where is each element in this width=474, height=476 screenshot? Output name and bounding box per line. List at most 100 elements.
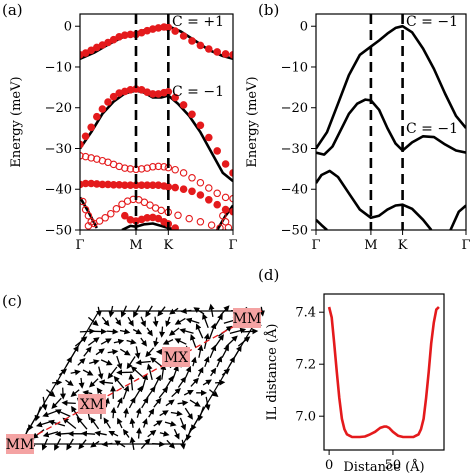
field-arrow	[61, 399, 76, 406]
band-point	[137, 181, 146, 189]
band-point	[107, 209, 115, 218]
field-arrow	[191, 356, 197, 367]
plot-area	[316, 24, 466, 230]
site-label-mm: MM	[6, 437, 35, 453]
field-arrow	[34, 406, 42, 422]
field-arrow	[98, 379, 114, 386]
field-arrow	[90, 440, 100, 448]
field-arrow	[150, 357, 163, 367]
band-point	[213, 147, 221, 155]
band-point	[185, 214, 193, 223]
field-arrow	[165, 375, 174, 389]
field-arrow	[54, 430, 72, 437]
field-arrow	[70, 389, 80, 397]
field-arrow	[114, 440, 126, 448]
field-arrow	[76, 416, 88, 430]
field-arrow	[95, 348, 105, 356]
band-point	[126, 30, 135, 39]
field-arrow	[96, 306, 102, 317]
field-arrow	[162, 339, 174, 345]
field-arrow	[116, 397, 123, 408]
field-arrow	[42, 410, 59, 418]
y-tick-label: −50	[45, 224, 72, 239]
y-tick-label: −40	[45, 183, 72, 198]
field-arrow	[177, 400, 189, 407]
field-arrow	[195, 323, 204, 339]
y-axis-label: IL distance (Å)	[264, 323, 280, 420]
field-arrow	[197, 406, 205, 422]
field-arrow	[78, 377, 85, 389]
field-arrow	[185, 427, 192, 441]
field-arrow	[203, 356, 210, 368]
field-arrow	[80, 430, 96, 437]
field-arrow	[242, 328, 259, 335]
band-point	[121, 181, 129, 189]
field-arrow	[54, 438, 62, 451]
panel-label: (d)	[258, 266, 279, 284]
field-arrow	[213, 334, 224, 349]
y-tick-label: −40	[281, 183, 308, 198]
band-line-1	[316, 98, 466, 156]
field-arrow	[100, 359, 113, 366]
band-point	[104, 38, 112, 47]
field-arrow	[133, 305, 141, 318]
y-tick-label: −50	[281, 224, 308, 239]
band-point	[115, 181, 123, 189]
band-point	[104, 98, 112, 106]
field-arrow	[41, 438, 48, 451]
field-arrow	[179, 417, 187, 431]
y-tick-label: −30	[281, 142, 308, 157]
field-arrow	[185, 365, 192, 378]
band-point	[188, 37, 196, 45]
field-arrow	[185, 317, 200, 324]
field-arrow	[122, 385, 130, 400]
band-point	[196, 178, 205, 187]
chern-annotation: C = −1	[406, 121, 458, 137]
field-arrow	[189, 399, 201, 407]
band-point	[213, 189, 221, 198]
field-arrow	[180, 439, 186, 450]
band-point	[196, 41, 205, 50]
band-point	[109, 92, 118, 101]
field-arrow	[219, 305, 230, 317]
field-arrow	[152, 316, 159, 328]
path-line	[19, 310, 263, 445]
panel-c-vector-field: MM XM MX MM (c)	[2, 292, 265, 454]
field-arrow	[208, 322, 217, 340]
field-arrow	[152, 374, 161, 390]
field-arrow	[141, 373, 149, 391]
x-tick-label: Γ	[461, 238, 470, 253]
band-point	[207, 221, 216, 229]
field-arrow	[79, 328, 96, 335]
y-tick-label: −10	[45, 60, 72, 75]
field-arrow	[129, 417, 136, 428]
band-point	[213, 48, 221, 56]
y-tick-label: 7.0	[295, 410, 316, 425]
field-arrow	[180, 308, 192, 314]
band-point	[81, 49, 90, 57]
band-point	[229, 51, 233, 59]
band-point	[179, 101, 188, 109]
site-label-mm: MM	[233, 311, 262, 327]
band-point	[132, 85, 140, 93]
band-point	[221, 193, 230, 202]
band-point	[126, 181, 135, 189]
band-point	[179, 185, 188, 193]
field-arrow	[159, 430, 170, 437]
field-arrow	[116, 355, 123, 370]
band-point	[213, 200, 221, 209]
band-point	[196, 121, 205, 130]
field-arrow	[208, 303, 215, 318]
field-arrow	[202, 379, 212, 386]
field-arrow	[169, 307, 179, 315]
band-point	[118, 200, 126, 209]
field-arrow	[132, 328, 143, 335]
field-arrow	[89, 378, 99, 388]
panel-label: (c)	[2, 292, 22, 310]
field-arrow	[153, 397, 162, 408]
field-arrow	[177, 376, 187, 388]
band-point	[171, 224, 179, 230]
field-arrow	[127, 316, 134, 327]
